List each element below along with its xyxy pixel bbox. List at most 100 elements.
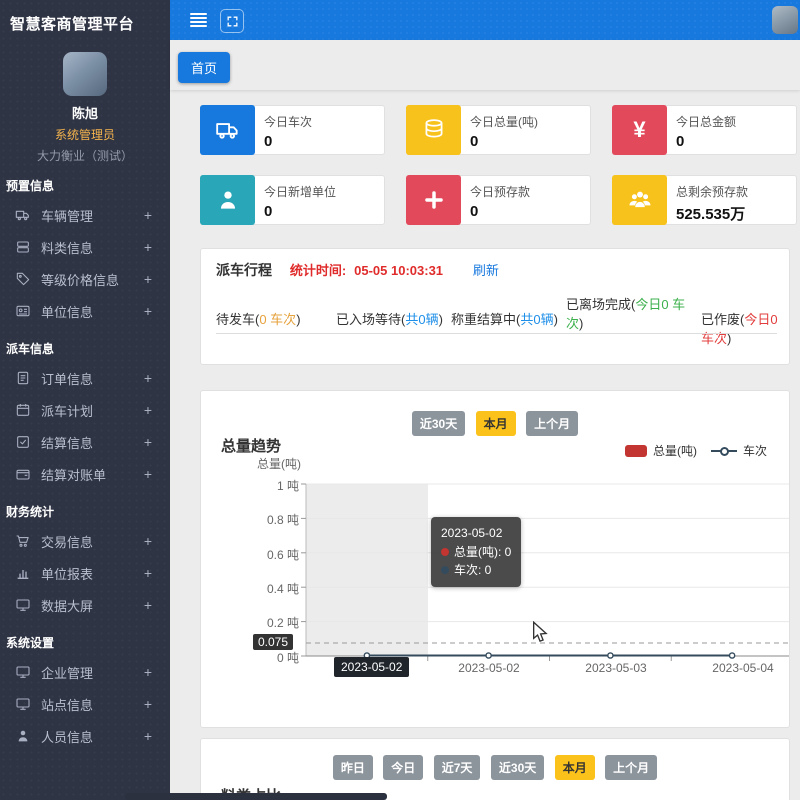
section-dispatch-info: 派车信息	[6, 342, 55, 356]
filter-today[interactable]: 今日	[383, 755, 424, 780]
status-voided[interactable]: 已作废(今日0 车次)	[701, 312, 778, 346]
expand-plus-icon[interactable]: +	[143, 434, 152, 450]
stat-label: 今日车次	[264, 115, 313, 129]
expand-plus-icon[interactable]: +	[143, 303, 152, 319]
y-tick: 0.4 吨	[266, 582, 299, 596]
x-tick: 2023-05-04	[712, 661, 774, 675]
trend-filter-buttons: 近30天 本月 上个月	[201, 391, 789, 436]
sidebar-item-material-info[interactable]: 料类信息 +	[0, 231, 170, 263]
hamburger-menu-icon[interactable]	[190, 13, 207, 27]
sidebar-item-site-info[interactable]: 站点信息 +	[0, 688, 170, 720]
yuan-icon: ¥	[612, 105, 667, 155]
expand-plus-icon[interactable]: +	[143, 533, 152, 549]
material-box-icon	[15, 239, 31, 255]
stat-cards-grid: 今日车次 0 今日总量(吨) 0 ¥ 今日总金额 0 今日新增单位 0 今日预存…	[200, 105, 797, 225]
y-tick: 0.8 吨	[266, 513, 299, 527]
legend-line-marker[interactable]	[710, 446, 737, 456]
user-company: 大力衡业（测试）	[36, 149, 133, 163]
section-system-settings: 系统设置	[6, 636, 55, 650]
refresh-link[interactable]: 刷新	[472, 263, 499, 278]
app-title: 智慧客商管理平台	[10, 16, 135, 33]
sidebar-item-vehicle-mgmt[interactable]: 车辆管理 +	[0, 199, 170, 231]
expand-plus-icon[interactable]: +	[143, 207, 152, 223]
user-avatar[interactable]	[63, 52, 107, 96]
price-tag-icon	[15, 271, 31, 287]
expand-plus-icon[interactable]: +	[143, 370, 152, 386]
user-role: 系统管理员	[54, 128, 115, 142]
sidebar-item-settlement-info[interactable]: 结算信息 +	[0, 426, 170, 458]
filter-last-30-days[interactable]: 近30天	[490, 755, 545, 780]
legend-label-trips[interactable]: 车次	[742, 444, 767, 458]
filter-last-7-days[interactable]: 近7天	[433, 755, 481, 780]
filter-this-month[interactable]: 本月	[554, 755, 595, 780]
expand-plus-icon[interactable]: +	[143, 597, 152, 613]
chart-title: 总量趋势	[221, 438, 282, 455]
expand-plus-icon[interactable]: +	[143, 728, 152, 744]
x-tick: 2023-05-02	[458, 661, 520, 675]
sidebar-item-personnel-info[interactable]: 人员信息 +	[0, 720, 170, 752]
markline-value-label: 0.075	[253, 634, 294, 650]
sidebar-item-label: 派车计划	[41, 403, 94, 419]
fullscreen-button[interactable]	[220, 9, 244, 33]
sidebar-item-dispatch-plan[interactable]: 派车计划 +	[0, 394, 170, 426]
monitor-icon	[15, 696, 31, 712]
filter-last-30-days[interactable]: 近30天	[411, 411, 466, 436]
expand-plus-icon[interactable]: +	[143, 239, 152, 255]
sidebar-item-order-info[interactable]: 订单信息 +	[0, 362, 170, 394]
legend-bar-marker[interactable]	[624, 444, 647, 457]
expand-plus-icon[interactable]: +	[143, 696, 152, 712]
expand-plus-icon[interactable]: +	[143, 466, 152, 482]
id-card-icon	[15, 303, 31, 319]
stat-time-label: 统计时间:	[289, 263, 347, 278]
stat-value: 0	[264, 203, 273, 220]
legend-label-tonnage[interactable]: 总量(吨)	[652, 444, 697, 458]
horizontal-scrollbar-thumb[interactable]	[125, 793, 387, 800]
status-left-completed[interactable]: 已离场完成(今日0 车次)	[566, 297, 686, 331]
check-square-icon	[15, 434, 31, 450]
stat-label: 今日总金额	[676, 115, 737, 129]
sidebar-item-label: 订单信息	[41, 371, 94, 387]
stat-label: 总剩余预存款	[676, 185, 749, 199]
chart-legend: 总量(吨) 车次	[624, 442, 767, 459]
status-waiting-dispatch[interactable]: 待发车(0 车次)	[216, 312, 301, 327]
stat-label: 今日预存款	[470, 185, 531, 199]
y-tick: 0.2 吨	[266, 616, 299, 630]
expand-plus-icon[interactable]: +	[143, 565, 152, 581]
status-weighing-settling[interactable]: 称重结算中(共0辆)	[451, 312, 558, 327]
stat-value: 0	[470, 203, 479, 220]
chart-tooltip: 2023-05-02 总量(吨): 0 车次: 0	[431, 517, 522, 587]
sidebar-item-label: 数据大屏	[41, 598, 94, 614]
wallet-icon	[15, 466, 31, 482]
filter-last-month[interactable]: 上个月	[526, 411, 579, 436]
y-tick: 0.6 吨	[266, 548, 299, 562]
truck-icon	[200, 105, 255, 155]
sidebar-item-unit-report[interactable]: 单位报表 +	[0, 557, 170, 589]
sidebar-item-transaction-info[interactable]: 交易信息 +	[0, 525, 170, 557]
y-axis-name: 总量(吨)	[257, 457, 301, 471]
filter-this-month[interactable]: 本月	[475, 411, 516, 436]
monitor-icon	[15, 664, 31, 680]
header-avatar[interactable]	[772, 6, 798, 34]
sidebar-item-label: 交易信息	[41, 534, 94, 550]
tonnage-dot-icon	[441, 547, 449, 556]
sidebar-item-label: 料类信息	[41, 240, 94, 256]
sidebar-item-label: 站点信息	[41, 697, 94, 713]
sidebar-item-enterprise-mgmt[interactable]: 企业管理 +	[0, 656, 170, 688]
filter-yesterday[interactable]: 昨日	[332, 755, 373, 780]
person-icon	[200, 175, 255, 225]
section-finance-stats: 财务统计	[6, 505, 55, 519]
filter-last-month[interactable]: 上个月	[605, 755, 658, 780]
sidebar-item-data-screen[interactable]: 数据大屏 +	[0, 589, 170, 621]
sidebar-item-unit-info[interactable]: 单位信息 +	[0, 295, 170, 327]
expand-plus-icon[interactable]: +	[143, 271, 152, 287]
trips-dot-icon	[441, 566, 449, 575]
expand-plus-icon[interactable]: +	[143, 664, 152, 680]
sidebar-item-grade-price-info[interactable]: 等级价格信息 +	[0, 263, 170, 295]
tonnage-trend-panel: 近30天 本月 上个月 总量趋势 总量(吨) 车次 总量(吨) 1 吨 0.8 …	[200, 390, 790, 728]
stat-card-today-tonnage: 今日总量(吨) 0	[406, 105, 591, 155]
sidebar-item-settlement-statement[interactable]: 结算对账单 +	[0, 458, 170, 490]
expand-plus-icon[interactable]: +	[143, 402, 152, 418]
status-entered-waiting[interactable]: 已入场等待(共0辆)	[336, 312, 443, 327]
users-icon	[612, 175, 667, 225]
tab-home[interactable]: 首页	[178, 52, 231, 83]
